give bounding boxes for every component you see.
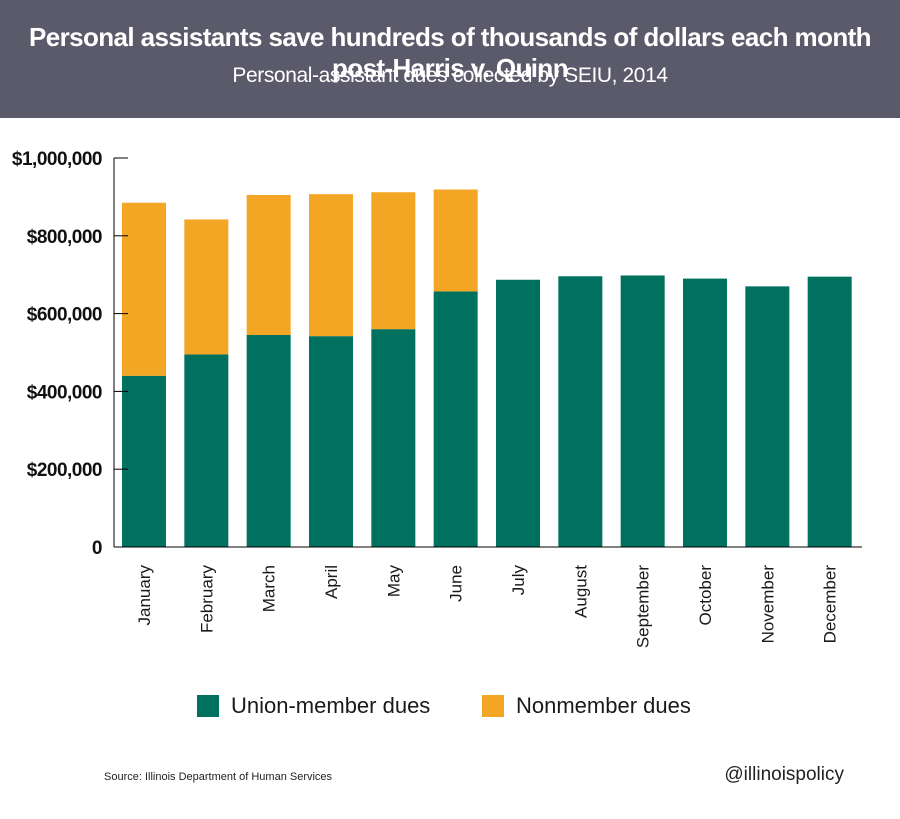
x-tick-label-december: December: [821, 565, 840, 644]
legend: Union-member dues Nonmember dues: [0, 690, 900, 722]
social-handle: @illinoispolicy: [724, 764, 844, 785]
nonmember-bar-january: [122, 202, 166, 376]
x-tick-label-november: November: [758, 565, 777, 644]
member-bar-december: [807, 276, 852, 547]
member-bar-march: [246, 334, 291, 547]
legend-label-member: Union-member dues: [231, 693, 431, 718]
x-tick-label-august: August: [571, 565, 590, 618]
x-tick-label-may: May: [384, 565, 403, 598]
legend-item-member: Union-member dues: [197, 690, 430, 722]
legend-label-nonmember: Nonmember dues: [516, 693, 691, 718]
nonmember-bar-april: [309, 194, 353, 337]
nonmember-bar-march: [246, 194, 291, 335]
y-tick-label-1: $200,000: [27, 460, 102, 481]
member-bar-july: [496, 279, 540, 547]
y-tick-label-5: $1,000,000: [12, 149, 102, 170]
x-tick-label-april: April: [322, 565, 341, 599]
x-tick-label-march: March: [260, 565, 279, 612]
header-banner: Personal assistants save hundreds of tho…: [0, 0, 900, 118]
member-bar-november: [745, 286, 790, 547]
x-tick-label-july: July: [509, 565, 528, 596]
member-bar-may: [371, 329, 416, 547]
x-tick-label-october: October: [696, 565, 715, 626]
nonmember-bar-june: [433, 189, 478, 292]
nonmember-bar-may: [371, 192, 416, 330]
legend-item-nonmember: Nonmember dues: [482, 690, 691, 722]
legend-swatch-member: [197, 695, 219, 717]
y-tick-label-0: 0: [92, 538, 102, 559]
source-note: Source: Illinois Department of Human Ser…: [104, 771, 333, 783]
y-tick-label-2: $400,000: [27, 382, 102, 403]
member-bar-february: [184, 354, 229, 547]
legend-swatch-nonmember: [482, 695, 504, 717]
chart-title: Personal assistants save hundreds of tho…: [29, 22, 872, 83]
member-bar-april: [309, 336, 353, 547]
member-bar-october: [683, 278, 727, 547]
x-tick-label-september: September: [634, 565, 653, 648]
member-bar-august: [558, 276, 603, 547]
nonmember-bar-february: [184, 219, 229, 355]
x-tick-label-june: June: [447, 565, 466, 602]
x-tick-label-january: January: [135, 565, 154, 626]
member-bar-september: [620, 275, 665, 547]
y-tick-label-4: $800,000: [27, 227, 102, 248]
y-tick-label-3: $600,000: [27, 305, 102, 326]
chart-subtitle: Personal-assistant dues collected by SEI…: [232, 64, 668, 87]
member-bar-january: [122, 375, 166, 547]
member-bar-june: [433, 291, 478, 547]
x-tick-label-february: February: [197, 565, 216, 634]
